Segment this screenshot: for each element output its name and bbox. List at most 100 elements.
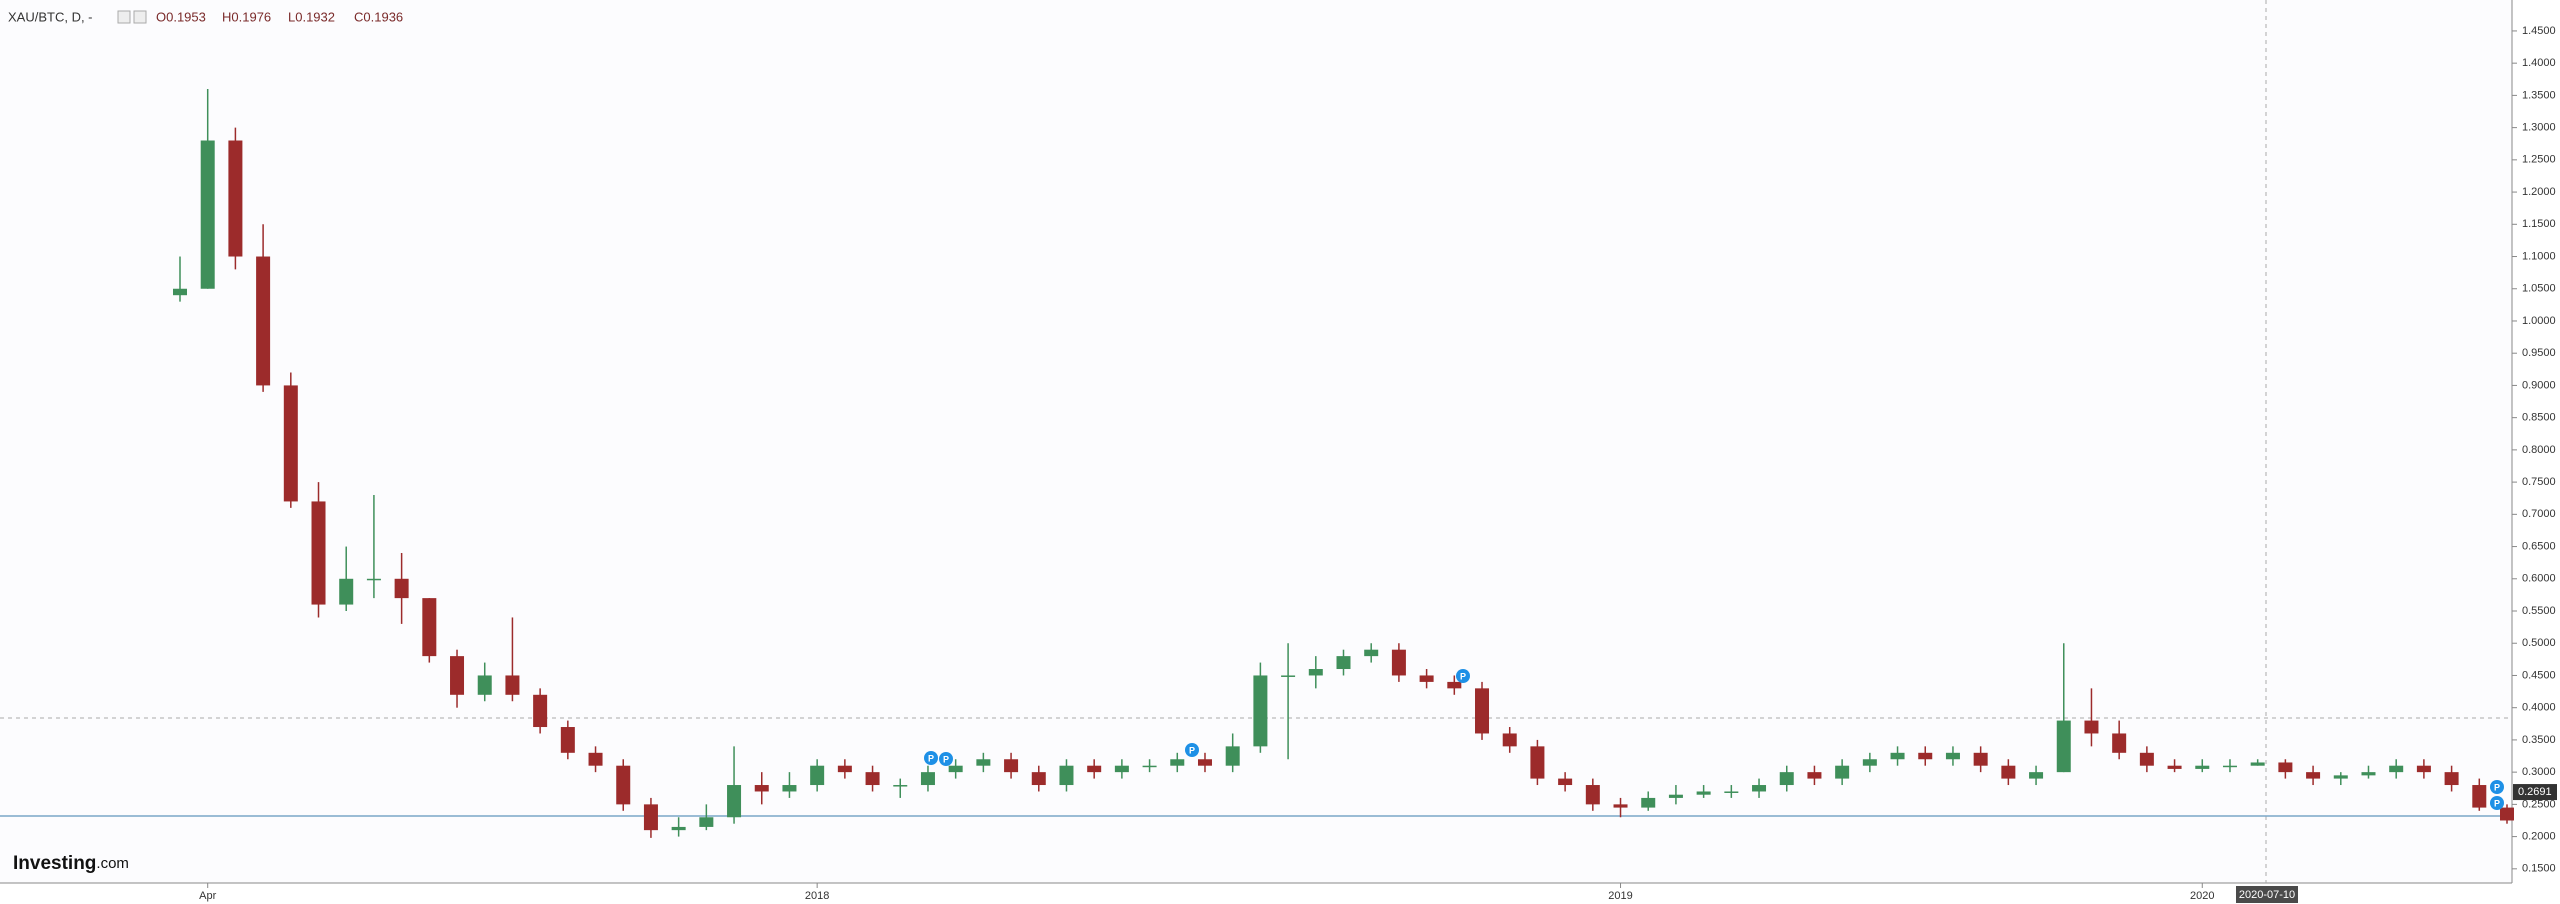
candle-body bbox=[1031, 772, 1046, 786]
candle-body bbox=[1724, 791, 1739, 793]
y-tick-label: 0.8500 bbox=[2522, 412, 2556, 424]
candle-body bbox=[1752, 785, 1767, 792]
candle-body bbox=[1059, 765, 1074, 786]
candle-body bbox=[948, 765, 963, 773]
candle-body bbox=[1558, 778, 1573, 786]
candle-body bbox=[1419, 675, 1434, 682]
y-tick-label: 1.0000 bbox=[2522, 315, 2556, 327]
last-price-label: 0.2691 bbox=[2518, 786, 2552, 798]
candle-body bbox=[1142, 765, 1157, 768]
candle-body bbox=[422, 598, 437, 657]
y-tick-label: 0.9500 bbox=[2522, 347, 2556, 359]
y-tick-label: 0.8000 bbox=[2522, 444, 2556, 456]
candle-body bbox=[2001, 765, 2016, 779]
symbol: XAU/BTC, D, - bbox=[8, 9, 93, 24]
candle-body bbox=[699, 817, 714, 827]
x-tick-label: 2020 bbox=[2190, 890, 2214, 902]
y-tick-label: 0.3000 bbox=[2522, 766, 2556, 778]
y-tick-label: 0.5500 bbox=[2522, 605, 2556, 617]
candle-body bbox=[865, 772, 880, 786]
y-tick-label: 0.7500 bbox=[2522, 476, 2556, 488]
candle-body bbox=[1170, 759, 1185, 766]
candle-body bbox=[1696, 791, 1711, 795]
event-marker[interactable] bbox=[2490, 796, 2504, 810]
candle-body bbox=[2084, 720, 2099, 734]
candle-body bbox=[505, 675, 520, 695]
event-marker-label: P bbox=[2494, 798, 2500, 808]
candle-body bbox=[837, 765, 852, 773]
candle-body bbox=[1391, 649, 1406, 676]
candle-body bbox=[394, 578, 409, 599]
y-tick-label: 1.3500 bbox=[2522, 89, 2556, 101]
icon-box[interactable] bbox=[117, 10, 131, 24]
y-tick-label: 0.4500 bbox=[2522, 669, 2556, 681]
candle-body bbox=[1475, 688, 1490, 734]
candle-body bbox=[228, 140, 243, 257]
candle-body bbox=[1807, 772, 1822, 779]
event-marker[interactable] bbox=[1456, 669, 1470, 683]
candle-body bbox=[1364, 649, 1379, 657]
x-tick-label: Apr bbox=[199, 890, 216, 902]
logo-suffix: .com bbox=[96, 855, 129, 872]
candle-body bbox=[1502, 733, 1517, 747]
y-tick-label: 1.3000 bbox=[2522, 122, 2556, 134]
candle-body bbox=[2056, 720, 2071, 773]
candle-body bbox=[2500, 807, 2514, 821]
candle-body bbox=[477, 675, 492, 695]
y-tick-label: 1.1500 bbox=[2522, 218, 2556, 230]
candle-body bbox=[1530, 746, 1545, 779]
ohlc-low: L0.1932 bbox=[288, 9, 335, 24]
y-tick-label: 0.2500 bbox=[2522, 798, 2556, 810]
candle-body bbox=[2222, 765, 2237, 768]
y-tick-label: 1.4500 bbox=[2522, 25, 2556, 37]
candle-body bbox=[782, 785, 797, 792]
candle-body bbox=[643, 804, 658, 831]
event-marker[interactable] bbox=[939, 752, 953, 766]
candle-body bbox=[1668, 794, 1683, 798]
candle-body bbox=[1447, 681, 1462, 689]
y-tick-label: 1.2000 bbox=[2522, 186, 2556, 198]
candle-body bbox=[339, 578, 354, 605]
candle-body bbox=[366, 578, 381, 581]
y-tick-label: 1.2500 bbox=[2522, 154, 2556, 166]
candle-body bbox=[727, 785, 742, 818]
event-marker[interactable] bbox=[924, 751, 938, 765]
event-marker-label: P bbox=[928, 753, 934, 763]
plot-background bbox=[0, 0, 2512, 883]
candle-body bbox=[1973, 752, 1988, 766]
candle-body bbox=[810, 765, 825, 786]
candle-body bbox=[283, 385, 298, 502]
y-tick-label: 0.7000 bbox=[2522, 508, 2556, 520]
candle-body bbox=[1835, 765, 1850, 779]
logo: Investing.com bbox=[13, 853, 129, 874]
candle-body bbox=[311, 501, 326, 605]
candle-body bbox=[2112, 733, 2127, 753]
event-marker[interactable] bbox=[1185, 743, 1199, 757]
candle-body bbox=[560, 727, 575, 753]
candle-body bbox=[1253, 675, 1268, 747]
event-marker-label: P bbox=[1189, 745, 1195, 755]
candle-body bbox=[671, 826, 686, 831]
candle-body bbox=[1641, 797, 1656, 808]
y-tick-label: 0.1500 bbox=[2522, 863, 2556, 875]
y-tick-label: 0.6000 bbox=[2522, 573, 2556, 585]
y-tick-label: 1.1000 bbox=[2522, 250, 2556, 262]
y-tick-label: 0.5000 bbox=[2522, 637, 2556, 649]
candle-body bbox=[1308, 669, 1323, 676]
y-tick-label: 0.2000 bbox=[2522, 831, 2556, 843]
candle-body bbox=[1613, 804, 1628, 808]
logo-main: Investing bbox=[13, 853, 96, 874]
event-marker-label: P bbox=[1460, 671, 1466, 681]
candle-body bbox=[1114, 765, 1129, 773]
y-tick-label: 1.0500 bbox=[2522, 283, 2556, 295]
candle-body bbox=[200, 140, 215, 289]
candle-body bbox=[533, 694, 548, 728]
event-marker[interactable] bbox=[2490, 780, 2504, 794]
candle-body bbox=[588, 752, 603, 766]
candle-body bbox=[976, 759, 991, 766]
candle-body bbox=[2278, 762, 2293, 773]
candle-body bbox=[2250, 762, 2265, 766]
icon-box[interactable] bbox=[133, 10, 147, 24]
ohlc-close: C0.1936 bbox=[354, 9, 403, 24]
